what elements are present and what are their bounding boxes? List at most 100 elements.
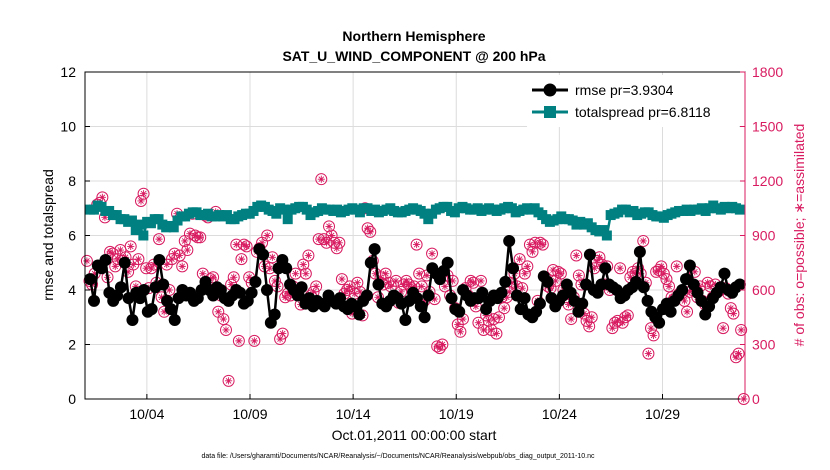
obs-marker xyxy=(145,262,158,275)
obs-marker xyxy=(240,240,253,253)
obs-marker xyxy=(619,311,632,324)
rmse-point xyxy=(145,303,158,316)
obs-marker xyxy=(410,238,423,251)
chart-subtitle: SAT_U_WIND_COMPONENT @ 200 hPa xyxy=(282,48,545,64)
obs-marker xyxy=(426,247,439,260)
x-axis-label: Oct.01,2011 00:00:00 start xyxy=(332,427,497,443)
y-right-tick-label: 300 xyxy=(752,337,776,353)
legend-rmse-label: rmse pr=3.9304 xyxy=(575,82,674,98)
obs-marker xyxy=(570,249,583,262)
totalspread-point xyxy=(598,225,609,236)
obs-marker xyxy=(572,269,585,282)
rmse-point xyxy=(453,305,466,318)
obs-marker xyxy=(534,236,547,249)
y-right-tick-label: 1500 xyxy=(752,119,783,135)
totalspread-point xyxy=(419,208,430,219)
rmse-point xyxy=(234,286,247,299)
rmse-point xyxy=(372,278,385,291)
obs-marker xyxy=(729,351,742,364)
rmse-point xyxy=(533,297,546,310)
obs-marker xyxy=(644,322,657,335)
totalspread-point xyxy=(423,214,434,225)
obs-marker xyxy=(323,220,336,233)
rmse-point xyxy=(664,305,677,318)
rmse-point xyxy=(499,275,512,288)
rmse-point xyxy=(576,297,589,310)
obs-marker xyxy=(637,234,650,247)
obs-marker xyxy=(681,305,694,318)
y-tick-label: 4 xyxy=(68,282,76,298)
rmse-point xyxy=(280,262,293,275)
obs-marker xyxy=(518,267,531,280)
obs-marker xyxy=(364,225,377,238)
rmse-point xyxy=(114,281,127,294)
obs-marker xyxy=(732,347,745,360)
legend-rmse-marker xyxy=(543,83,557,97)
rmse-point xyxy=(368,243,381,256)
obs-marker xyxy=(735,323,748,336)
y-right-tick-label: 1800 xyxy=(752,64,783,80)
rmse-point xyxy=(637,281,650,294)
rmse-point xyxy=(99,254,112,267)
obs-marker xyxy=(670,260,683,273)
obs-marker xyxy=(552,265,565,278)
rmse-point xyxy=(653,316,666,329)
obs-marker xyxy=(647,329,660,342)
obs-marker xyxy=(222,374,235,387)
totalspread-point xyxy=(153,214,164,225)
obs-marker xyxy=(464,274,477,287)
obs-marker xyxy=(379,267,392,280)
axis-ticks: 0 2 4 6 8 10 12 0 300 600 900 1200 1500 1800 10/04 10/0… xyxy=(60,64,783,422)
rmse-point xyxy=(118,256,131,269)
obs-marker xyxy=(132,253,145,266)
rmse-point xyxy=(137,284,150,296)
x-tick-label: 10/09 xyxy=(232,406,267,422)
x-tick-label: 10/14 xyxy=(336,406,371,422)
obs-marker xyxy=(325,229,338,242)
obs-marker xyxy=(436,338,449,351)
obs-marker xyxy=(232,334,245,347)
rmse-point xyxy=(295,281,308,294)
obs-marker xyxy=(493,311,506,324)
totalspread-point xyxy=(282,214,293,225)
x-tick-label: 10/19 xyxy=(439,406,474,422)
obs-marker xyxy=(554,267,567,280)
obs-marker xyxy=(642,347,655,360)
obs-marker xyxy=(727,307,740,320)
obs-marker xyxy=(521,260,534,273)
rmse-point xyxy=(157,278,170,291)
obs-marker xyxy=(446,274,459,287)
rmse-point xyxy=(245,286,258,299)
obs-marker xyxy=(717,322,730,335)
obs-marker xyxy=(433,342,446,355)
rmse-point xyxy=(414,300,427,313)
obs-marker xyxy=(526,245,539,258)
rmse-series xyxy=(84,234,746,329)
y-tick-label: 8 xyxy=(68,173,76,189)
x-tick-label: 10/29 xyxy=(645,406,680,422)
rmse-point xyxy=(422,289,435,302)
totalspread-point xyxy=(734,204,745,215)
rmse-point xyxy=(733,278,746,291)
y-right-tick-label: 0 xyxy=(752,391,760,407)
totalspread-point xyxy=(134,219,145,230)
obs-marker xyxy=(181,244,194,257)
obs-marker xyxy=(299,267,312,280)
obs-marker xyxy=(80,254,93,267)
obs-marker xyxy=(585,311,598,324)
totalspread-point xyxy=(601,230,612,241)
totalspread-point xyxy=(130,225,141,236)
totalspread-point xyxy=(278,204,289,215)
y-tick-label: 2 xyxy=(68,337,76,353)
rmse-point xyxy=(583,248,596,261)
rmse-point xyxy=(364,256,377,269)
x-tick-label: 10/24 xyxy=(542,406,577,422)
rmse-point xyxy=(476,286,489,299)
obs-marker xyxy=(235,253,248,266)
rmse-point xyxy=(353,308,366,321)
obs-marker xyxy=(302,249,315,262)
rmse-point xyxy=(168,313,181,326)
obs-marker xyxy=(310,280,323,293)
obs-marker xyxy=(454,325,467,338)
